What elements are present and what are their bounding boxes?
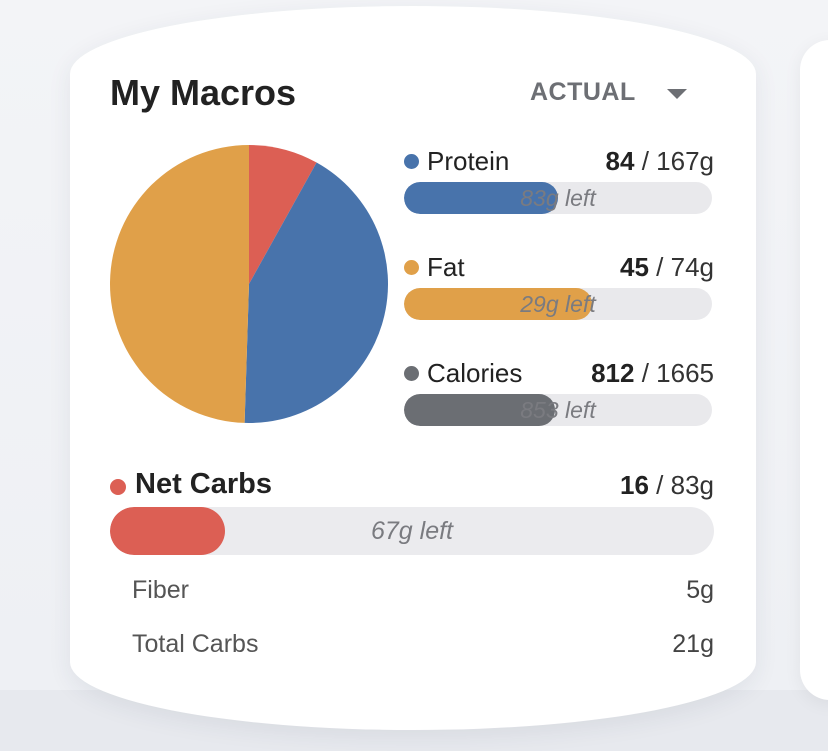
macro-current: 812: [591, 358, 635, 388]
net-carbs-goal: / 83g: [656, 470, 714, 500]
mode-dropdown[interactable]: ACTUAL: [530, 78, 636, 106]
macro-goal: / 1665: [641, 358, 714, 388]
net-carbs-name: Net Carbs: [135, 468, 272, 500]
macro-row-protein: Protein 84 / 167g 83g left: [404, 146, 714, 216]
card-title: My Macros: [110, 72, 297, 113]
detail-value: 21g: [672, 630, 714, 658]
macro-row-fat: Fat 45 / 74g 29g left: [404, 252, 714, 322]
macro-current: 45: [620, 252, 649, 282]
detail-row-fiber: Fiber 5g: [132, 576, 714, 608]
net-carbs-progress-fill: [110, 507, 225, 555]
macro-amount: 45 / 74g: [620, 252, 714, 283]
detail-label: Fiber: [132, 576, 189, 604]
caret-down-icon[interactable]: [667, 89, 687, 99]
macro-goal: / 167g: [641, 146, 714, 176]
fat-dot-icon: [404, 260, 419, 275]
macro-name: Calories: [427, 358, 523, 388]
protein-dot-icon: [404, 154, 419, 169]
pie-slice-fat: [110, 145, 249, 423]
remaining-text: 29g left: [520, 291, 596, 317]
progress-fill: [404, 288, 592, 320]
macro-name: Fat: [427, 252, 465, 282]
detail-row-total-carbs: Total Carbs 21g: [132, 630, 714, 662]
detail-value: 5g: [686, 576, 714, 604]
detail-label: Total Carbs: [132, 630, 259, 658]
macro-goal: / 74g: [656, 252, 714, 282]
net-carbs-dot-icon: [110, 479, 126, 495]
net-carbs-amount: 16 / 83g: [620, 470, 714, 501]
progress-fill: [404, 182, 558, 214]
net-carbs-remaining-text: 67g left: [370, 517, 453, 545]
net-carbs-header: Net Carbs 16 / 83g: [110, 468, 714, 508]
remaining-text: 83g left: [520, 185, 596, 211]
net-carbs-current: 16: [620, 470, 649, 500]
progress-bar: 83g left: [404, 182, 712, 214]
progress-bar: 29g left: [404, 288, 712, 320]
macros-pie-chart: [110, 145, 388, 423]
pie-slice-net-carbs: [249, 145, 317, 284]
macro-row-calories: Calories 812 / 1665 853 left: [404, 358, 714, 428]
calories-dot-icon: [404, 366, 419, 381]
macro-current: 84: [605, 146, 635, 176]
macro-amount: 812 / 1665: [591, 358, 714, 389]
remaining-text: 853 left: [520, 397, 596, 423]
pie-slice-protein: [244, 162, 388, 423]
progress-fill: [404, 394, 555, 426]
macro-name: Protein: [427, 146, 510, 176]
progress-bar: 853 left: [404, 394, 712, 426]
net-carbs-progress-bar: 67g left: [110, 507, 714, 555]
next-card-edge[interactable]: [800, 40, 828, 700]
macro-amount: 84 / 167g: [606, 146, 714, 177]
